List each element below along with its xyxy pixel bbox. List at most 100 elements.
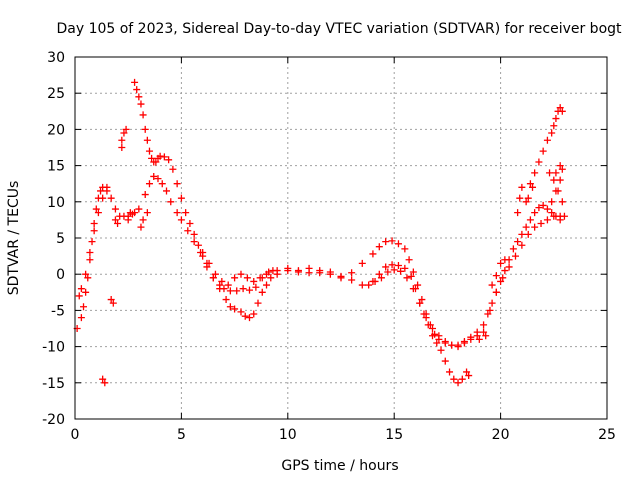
data-point [394, 262, 402, 270]
x-axis-label: GPS time / hours [281, 458, 398, 474]
data-point [82, 270, 90, 278]
data-point [537, 220, 545, 228]
data-point [254, 299, 262, 307]
data-point [518, 183, 526, 191]
data-point [97, 187, 105, 195]
data-point [145, 147, 153, 155]
data-point [556, 176, 564, 184]
data-point [243, 274, 251, 282]
data-point [433, 339, 441, 347]
data-point [465, 372, 473, 380]
data-point [488, 299, 496, 307]
data-point [294, 267, 302, 275]
data-point [137, 223, 145, 231]
x-tick-label: 15 [385, 427, 403, 443]
data-point [492, 288, 500, 296]
data-point [458, 375, 466, 383]
data-point [484, 310, 492, 318]
data-point [377, 274, 385, 282]
data-point [358, 281, 366, 289]
data-point [101, 379, 109, 387]
data-point [543, 216, 551, 224]
data-point [531, 209, 539, 217]
data-point [86, 256, 94, 264]
data-point [135, 93, 143, 101]
data-point [163, 187, 171, 195]
data-point [388, 261, 396, 269]
grid [75, 57, 607, 419]
x-tick-label: 5 [177, 427, 186, 443]
data-point [184, 227, 192, 235]
data-point [190, 238, 198, 246]
data-point [526, 180, 534, 188]
data-point [535, 204, 543, 212]
y-tick-label: -10 [42, 340, 65, 356]
data-point [118, 144, 126, 151]
data-point [390, 266, 398, 274]
data-point [505, 263, 513, 271]
x-tick-label: 0 [71, 427, 80, 443]
data-point [220, 285, 228, 293]
data-point [429, 325, 437, 332]
data-point [405, 256, 413, 264]
data-point [431, 330, 439, 338]
data-point [107, 194, 115, 202]
data-point [384, 268, 392, 276]
data-point [550, 122, 558, 130]
data-point [156, 152, 164, 160]
data-point [124, 216, 132, 224]
data-point [480, 321, 488, 329]
data-point [348, 276, 356, 284]
data-point [84, 274, 92, 282]
data-point [475, 335, 483, 343]
data-point [467, 335, 475, 343]
data-point [158, 180, 166, 188]
data-point [211, 270, 219, 278]
data-point [137, 100, 145, 108]
data-point [401, 245, 409, 253]
data-point [518, 241, 526, 249]
data-point [375, 270, 383, 278]
data-point [558, 107, 566, 115]
data-point [348, 269, 356, 277]
series-track-d [514, 104, 566, 217]
data-point [437, 346, 445, 354]
data-point [435, 332, 443, 340]
data-point [139, 111, 147, 119]
data-point [394, 240, 402, 248]
data-point [482, 332, 490, 340]
data-point [486, 306, 494, 314]
data-point [143, 209, 151, 217]
data-point [548, 198, 556, 206]
data-point [209, 274, 217, 282]
data-point [365, 281, 373, 289]
data-point [409, 268, 417, 276]
data-point [499, 274, 507, 282]
data-point [141, 191, 149, 199]
data-point [369, 250, 377, 258]
data-point [556, 162, 564, 170]
data-point [203, 263, 211, 271]
data-point [182, 209, 190, 217]
data-point [552, 169, 560, 177]
data-point [224, 281, 232, 289]
data-point [216, 281, 224, 289]
plot-frame [74, 56, 608, 420]
data-point [82, 288, 90, 296]
y-tick-label: -5 [51, 303, 65, 319]
y-tick-label: 30 [47, 50, 65, 66]
data-point [237, 308, 245, 316]
axes: 0 5 10 15 20 25 -20 -15 -10 -5 0 5 10 15 20 25 30 [42, 50, 616, 443]
data-point [450, 375, 458, 383]
data-point [397, 267, 405, 275]
data-point [454, 343, 462, 351]
data-point [546, 169, 554, 177]
data-point [231, 305, 239, 313]
data-point [143, 136, 151, 144]
data-point [448, 341, 456, 349]
data-point [375, 243, 383, 251]
x-tick-label: 20 [492, 427, 510, 443]
data-point [556, 104, 564, 112]
data-point [501, 256, 509, 264]
